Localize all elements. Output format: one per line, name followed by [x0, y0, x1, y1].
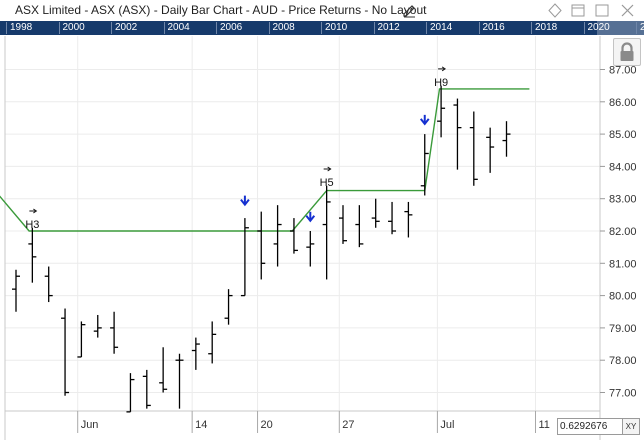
- trailing-stop-path: [0, 88, 530, 232]
- ohlc-bar: [502, 121, 511, 157]
- ohlc-bar: [486, 127, 495, 173]
- swing-high-label: H3: [25, 219, 39, 231]
- y-tick-label: 86.00: [609, 97, 637, 109]
- ohlc-bar: [44, 266, 53, 303]
- x-tick-label: Jun: [81, 419, 99, 431]
- ohlc-bar: [175, 353, 184, 409]
- ohlc-bars: [12, 85, 511, 413]
- y-tick-label: 79.00: [609, 323, 637, 335]
- x-tick-label: Jul: [440, 419, 454, 431]
- ohlc-bar: [28, 227, 37, 283]
- x-tick-label: 11: [539, 419, 550, 431]
- y-tick-label: 78.00: [609, 355, 637, 367]
- annotations: H3 H5 H9: [25, 66, 448, 231]
- y-tick-label: 81.00: [609, 258, 637, 270]
- ohlc-bar: [469, 111, 478, 186]
- x-tick-label: 14: [195, 419, 207, 431]
- y-axis-ticks: 77.00 78.00 79.00 80.00 81.00 82.00 83.00 84.00…: [600, 65, 637, 400]
- y-tick-label: 80.00: [609, 291, 637, 303]
- year-label[interactable]: 2014: [426, 22, 452, 34]
- ohlc-bar: [12, 269, 20, 312]
- ohlc-bar: [322, 185, 331, 280]
- year-navigator[interactable]: 1998 2000 2002 2004 2006 2008 2010 2012 2014 2016…: [0, 21, 644, 35]
- year-label[interactable]: 1998: [6, 22, 32, 34]
- year-label[interactable]: 2022: [636, 22, 644, 34]
- signal-head: [305, 215, 316, 223]
- year-label[interactable]: 2012: [373, 22, 400, 34]
- right-arrow-marker: [29, 208, 38, 214]
- ohlc-bar: [240, 218, 249, 297]
- ohlc-bar: [224, 289, 233, 325]
- ohlc-bar: [142, 369, 151, 409]
- y-tick-label: 87.00: [609, 65, 637, 77]
- ohlc-bar: [289, 218, 298, 254]
- year-label[interactable]: 2006: [216, 22, 242, 34]
- year-label[interactable]: 2010: [321, 22, 347, 34]
- marker-head: [327, 166, 332, 172]
- signal-head: [419, 118, 430, 126]
- close-icon[interactable]: [621, 4, 634, 17]
- plot-area: [5, 36, 600, 411]
- year-navigator-window[interactable]: [597, 21, 644, 35]
- marker-head: [441, 66, 447, 72]
- x-tick-label: 20: [261, 419, 273, 431]
- year-label[interactable]: 2004: [163, 22, 190, 34]
- down-arrow-signal-icon: [419, 114, 430, 126]
- ohlc-bar: [61, 308, 70, 396]
- chart-title: ASX Limited - ASX (ASX) - Daily Bar Char…: [15, 3, 427, 17]
- swing-high-label: H5: [320, 177, 334, 189]
- x-tick-label: 27: [342, 419, 354, 431]
- year-label[interactable]: 2000: [58, 22, 85, 34]
- edit-pencil-icon[interactable]: [401, 2, 417, 18]
- ohlc-bar: [404, 201, 413, 238]
- year-label[interactable]: 2002: [111, 22, 137, 34]
- y-tick-label: 77.00: [609, 388, 637, 400]
- ohlc-bar: [93, 314, 102, 338]
- y-tick-label: 83.00: [609, 194, 637, 206]
- ohlc-bar: [159, 347, 168, 393]
- marker-head: [33, 208, 38, 214]
- ohlc-bar: [126, 373, 135, 413]
- ohlc-bar: [273, 205, 282, 267]
- diamond-icon[interactable]: [548, 3, 562, 18]
- grid: [5, 36, 600, 411]
- ohlc-bar: [420, 134, 429, 196]
- title-bar: ASX Limited - ASX (ASX) - Daily Bar Char…: [0, 0, 644, 21]
- xy-readout: 0.6292676: [557, 418, 624, 435]
- y-tick-label: 84.00: [609, 161, 637, 173]
- ohlc-bar: [355, 205, 364, 248]
- y-tick-label: 82.00: [609, 226, 637, 238]
- ohlc-bar: [77, 321, 86, 358]
- year-label[interactable]: 2008: [268, 22, 295, 34]
- trailing-stop-line: [0, 88, 530, 232]
- window-controls: [548, 3, 634, 18]
- ohlc-bar: [208, 321, 217, 364]
- right-arrow-marker: [323, 166, 332, 172]
- right-arrow-marker: [438, 66, 447, 72]
- ohlc-bar: [257, 211, 266, 280]
- maximize-icon[interactable]: [595, 4, 609, 17]
- year-label[interactable]: 2016: [478, 22, 505, 34]
- ohlc-bar: [388, 201, 397, 235]
- y-tick-label: 85.00: [609, 129, 637, 141]
- ohlc-bar: [453, 98, 462, 170]
- window-icon[interactable]: [571, 4, 585, 17]
- ohlc-bar: [191, 337, 200, 370]
- ohlc-bar: [110, 311, 119, 354]
- ohlc-bar: [339, 205, 347, 244]
- lock-button[interactable]: [613, 38, 641, 66]
- down-arrow-signal-icon: [305, 211, 316, 223]
- ohlc-bar: [437, 85, 446, 138]
- year-label[interactable]: 2018: [531, 22, 557, 34]
- x-axis-ticks: Jun 14 20 27 Jul 11: [77, 411, 550, 433]
- ohlc-bar: [306, 231, 315, 267]
- swing-high-label: H9: [434, 77, 448, 89]
- ohlc-bar: [371, 198, 380, 228]
- signal-head: [240, 198, 250, 207]
- down-arrow-signal-icon: [240, 195, 250, 207]
- xy-button[interactable]: XY: [622, 418, 640, 435]
- lock-icon: [620, 42, 634, 61]
- year-label[interactable]: 2020: [583, 22, 610, 34]
